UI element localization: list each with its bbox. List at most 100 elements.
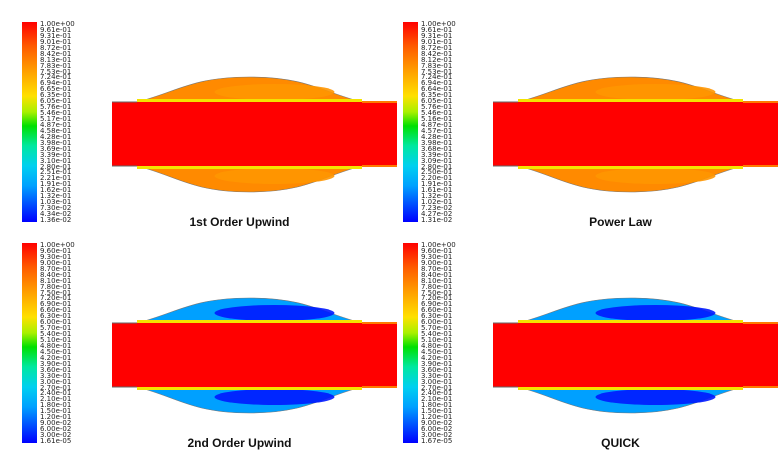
colorbar-tick-label: 7.80e-01 [421,282,453,291]
colorbar-tick-label: 7.50e-01 [40,288,72,297]
colorbar-tick-label: 8.13e-01 [40,55,72,64]
colorbar-tick-label: 9.00e-01 [421,258,453,267]
colorbar-tick-label: 4.50e-01 [40,347,72,356]
colorbar-tick-label: 6.64e-01 [421,85,453,94]
colorbar-tick-label: 1.00e+00 [40,241,75,249]
central-jet [112,323,397,387]
colorbar-tick-label: 8.70e-01 [421,264,453,273]
upper-bulge-core [595,84,716,100]
colorbar-tick-label: 2.70e-01 [40,383,72,392]
colorbar-tick-label: 1.00e+00 [421,20,456,28]
colorbar-tick-label: 1.61e-05 [40,437,72,445]
contour-plot [463,243,778,443]
colorbar-tick-label: 3.90e-01 [40,359,72,368]
upper-bulge-core [595,305,716,321]
central-jet [493,323,778,387]
colorbar-tick-label: 4.50e-01 [421,347,453,356]
central-jet [112,102,397,166]
panel-quick: 1.00e+00 9.60e-01 9.30e-01 9.00e-01 8.70e-01… [403,242,778,463]
panel-title: 2nd Order Upwind [187,436,292,450]
contour-plot [463,22,778,222]
colorbar-tick-label: 6.94e-01 [421,79,453,88]
colorbar-tick-label: 9.61e-01 [40,25,72,34]
colorbar-tick-label: 6.35e-01 [421,91,453,100]
colorbar-tick-label: 9.30e-01 [40,252,72,261]
colorbar-tick-label: 6.00e-01 [421,318,453,327]
colorbar-tick-label: 3.10e-01 [40,156,72,165]
colorbar-tick-label: 6.60e-01 [40,306,72,315]
colorbar-tick-label: 8.72e-01 [421,43,453,52]
colorbar-tick-label: 6.90e-01 [421,300,453,309]
colorbar-tick-label: 5.46e-01 [40,109,72,118]
colorbar-tick-label: 1.91e-01 [40,180,72,189]
upper-bulge-core [214,305,335,321]
colorbar-tick-label: 6.90e-01 [40,300,72,309]
colorbar-tick-label: 8.10e-01 [421,276,453,285]
colorbar-tick-label: 7.50e-01 [421,288,453,297]
colorbar-tick-label: 7.20e-01 [421,294,453,303]
colorbar-tick-label: 5.17e-01 [40,115,72,124]
colorbar-tick-label: 2.10e-01 [421,395,453,404]
colorbar-tick-label: 7.53e-01 [40,67,72,76]
colorbar-tick-label: 9.61e-01 [421,25,453,34]
colorbar-tick-label: 1.91e-01 [421,180,453,189]
colorbar-tick-label: 6.94e-01 [40,79,72,88]
colorbar-tick-label: 3.60e-01 [40,365,72,374]
colorbar-tick-label: 3.39e-01 [421,150,453,159]
central-jet [493,102,778,166]
colorbar-tick-label: 5.76e-01 [421,103,453,112]
colorbar-ticks: 1.00e+00 9.60e-01 9.30e-01 9.00e-01 8.70e-01… [421,242,475,445]
colorbar-tick-label: 5.10e-01 [421,336,453,345]
colorbar-ticks: 1.00e+00 9.60e-01 9.30e-01 9.00e-01 8.70e-01… [40,241,94,445]
colorbar-tick-label: 9.31e-01 [421,31,453,40]
upper-shear-layer [137,320,362,323]
panel-title: 1st Order Upwind [189,215,290,229]
colorbar-tick-label: 1.61e-01 [421,186,453,195]
colorbar-tick-label: 9.00e-02 [421,419,453,428]
colorbar-tick-label: 1.03e-01 [40,198,72,207]
colorbar-tick-label: 1.67e-05 [421,437,453,445]
colorbar-tick-label: 4.58e-01 [40,126,72,135]
colorbar-tick-label: 9.31e-01 [40,31,72,40]
panel-title: Power Law [589,215,652,229]
colorbar-ticks: 1.00e+00 9.61e-01 9.31e-01 9.01e-01 8.72e-01… [421,20,475,224]
lower-bulge-core [214,389,335,405]
colorbar-tick-label: 6.05e-01 [40,97,72,106]
colorbar-tick-label: 2.50e-01 [421,168,453,177]
colorbar-tick-label: 3.30e-01 [421,371,453,380]
colorbar-tick-label: 2.40e-01 [40,389,72,398]
colorbar-tick-label: 7.83e-01 [421,61,453,70]
colorbar-tick-label: 7.83e-01 [40,61,72,70]
panel-2nd-order-upwind: 1.00e+00 9.60e-01 9.30e-01 9.00e-01 8.70e-01… [22,241,397,463]
colorbar-ticks: 1.00e+00 9.61e-01 9.31e-01 9.01e-01 8.72e-01… [40,21,94,224]
colorbar-tick-label: 6.00e-02 [421,425,453,434]
colorbar-tick-label: 3.60e-01 [421,365,453,374]
colorbar-tick-label: 1.36e-02 [40,216,72,224]
lower-shear-layer [137,387,362,390]
colorbar-tick-label: 6.60e-01 [421,306,453,315]
colorbar-tick-label: 5.16e-01 [421,115,453,124]
colorbar-tick-label: 7.80e-01 [40,282,72,291]
colorbar-tick-label: 4.80e-01 [40,341,72,350]
colorbar-tick-label: 1.80e-01 [421,401,453,410]
colorbar-tick-label: 4.87e-01 [421,120,453,129]
colorbar-tick-label: 3.90e-01 [421,359,453,368]
upper-shear-layer [518,320,743,323]
colorbar-tick-label: 1.20e-01 [421,413,453,422]
colorbar-tick-label: 1.32e-01 [421,192,453,201]
colorbar-tick-label: 8.72e-01 [40,43,72,52]
colorbar-tick-label: 4.87e-01 [40,120,72,129]
colorbar-tick-label: 7.53e-01 [421,67,453,76]
colorbar-tick-label: 2.70e-01 [421,383,453,392]
colorbar-tick-label: 2.80e-01 [421,162,453,171]
colorbar-tick-label: 6.00e-02 [40,425,72,434]
colorbar-tick-label: 1.62e-01 [40,186,72,195]
colorbar-tick-label: 6.30e-01 [40,312,72,321]
colorbar-tick-label: 1.80e-01 [40,401,72,410]
colorbar-tick-label: 1.31e-02 [421,216,453,224]
lower-shear-layer [518,166,743,169]
colorbar-tick-label: 4.27e-02 [421,210,453,219]
lower-shear-layer [518,387,743,390]
colorbar-tick-label: 1.32e-01 [40,192,72,201]
upper-bulge-core [214,84,335,100]
